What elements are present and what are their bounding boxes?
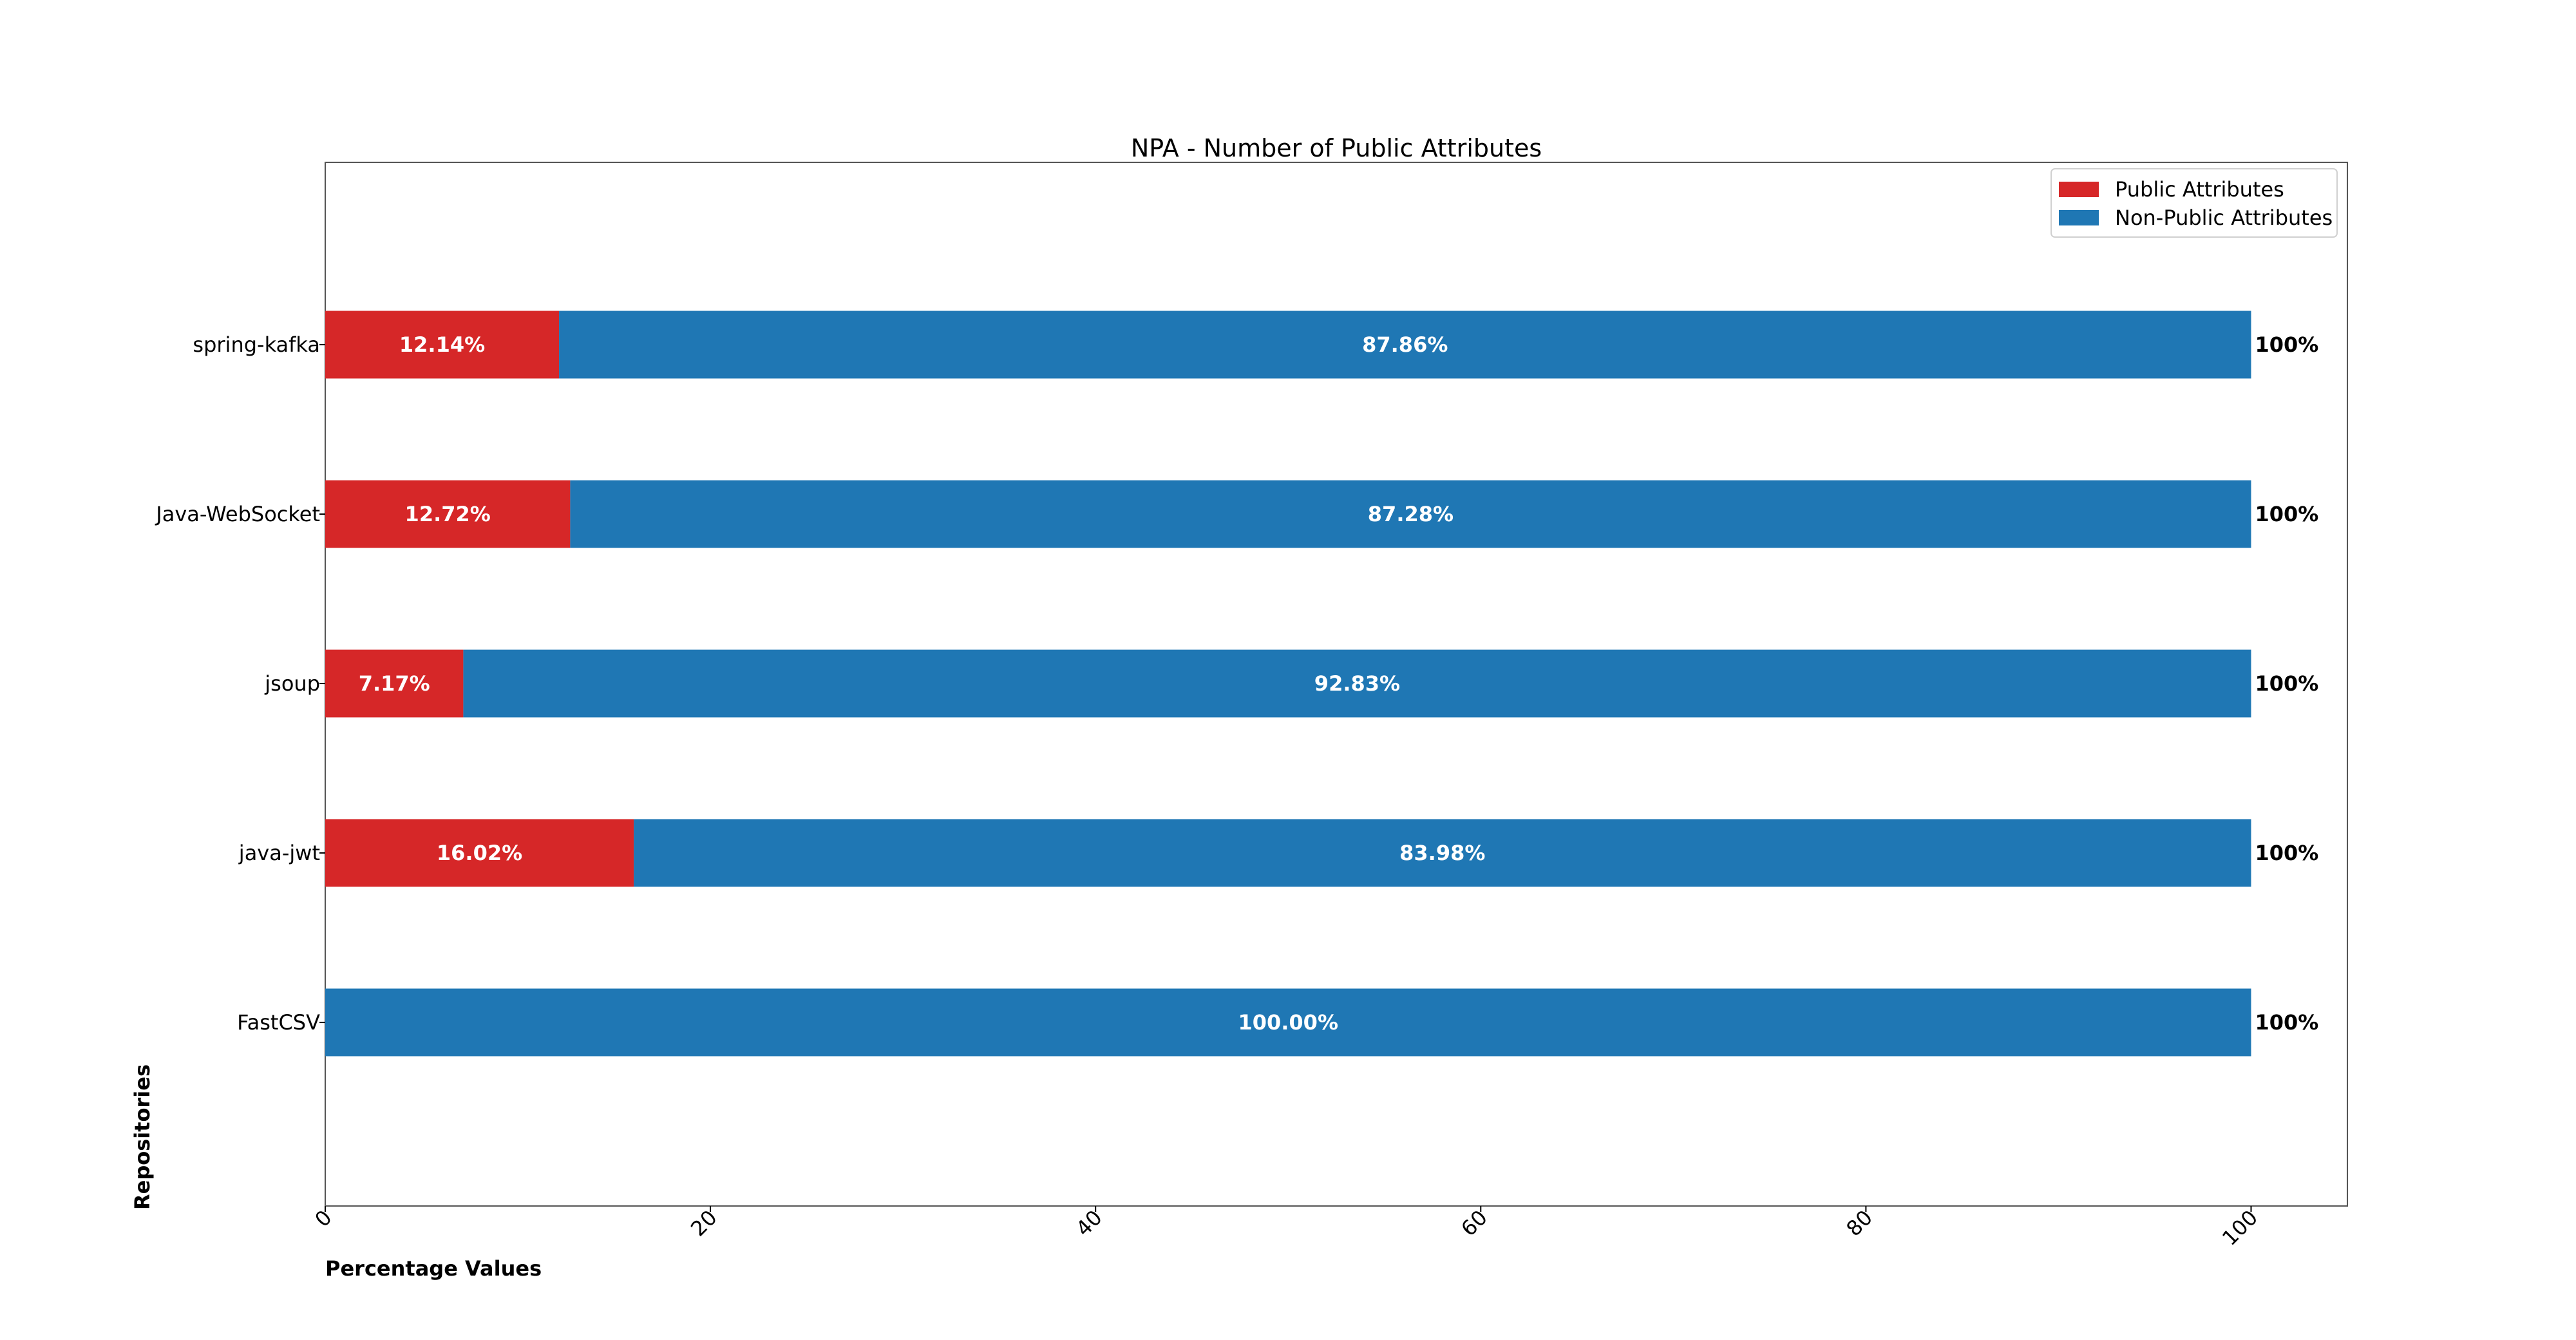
x-tick-label-40: 40 — [1071, 1205, 1107, 1241]
bar-non-public-attributes-java-jwt — [634, 819, 2251, 887]
y-tick-label-fastcsv: FastCSV — [237, 1010, 320, 1035]
legend-swatch-public-attributes — [2059, 182, 2099, 197]
bar-label-non-public-attributes-java-jwt: 83.98% — [1399, 841, 1485, 865]
legend-label-public-attributes: Public Attributes — [2115, 177, 2284, 202]
total-label-fastcsv: 100% — [2255, 1010, 2318, 1035]
x-tick-label-100: 100 — [2217, 1205, 2262, 1250]
x-tick-label-60: 60 — [1456, 1205, 1492, 1241]
bar-non-public-attributes-jsoup — [463, 649, 2251, 718]
bar-label-non-public-attributes-fastcsv: 100.00% — [1238, 1010, 1338, 1035]
y-tick-label-jsoup: jsoup — [264, 671, 320, 696]
total-label-java-websocket: 100% — [2255, 502, 2318, 526]
total-label-jsoup: 100% — [2255, 671, 2318, 696]
legend-swatch-non-public-attributes — [2059, 210, 2099, 225]
bar-public-attributes-spring-kafka — [325, 311, 560, 379]
bars-layer: 12.14% 87.86% 100% 12.72% 87.28% 100% 7.17% 92.… — [325, 311, 2318, 1057]
y-tick-label-java-jwt: java-jwt — [238, 841, 320, 865]
bar-public-attributes-java-jwt — [325, 819, 634, 887]
y-axis: spring-kafka Java-WebSocket jsoup java-jwt F… — [155, 332, 325, 1035]
bar-public-attributes-java-websocket — [325, 480, 571, 548]
bar-label-non-public-attributes-java-websocket: 87.28% — [1368, 502, 1454, 526]
total-label-java-jwt: 100% — [2255, 841, 2318, 865]
x-tick-label-0: 0 — [310, 1205, 336, 1232]
legend-frame — [2050, 168, 2338, 238]
y-tick-label-java-websocket: Java-WebSocket — [155, 502, 320, 526]
bar-label-public-attributes-spring-kafka: 12.14% — [399, 332, 485, 357]
chart-title: NPA - Number of Public Attributes — [1131, 134, 1542, 162]
x-axis: 0 20 40 60 80 100 — [310, 1205, 2262, 1250]
x-axis-title: Percentage Values — [325, 1256, 542, 1281]
bar-public-attributes-jsoup — [325, 649, 464, 718]
total-label-spring-kafka: 100% — [2255, 332, 2318, 357]
legend: Public Attributes Non-Public Attributes — [2050, 168, 2338, 238]
x-tick-label-20: 20 — [686, 1205, 722, 1241]
y-tick-label-spring-kafka: spring-kafka — [193, 332, 320, 357]
x-tick-label-80: 80 — [1841, 1205, 1877, 1241]
bar-label-public-attributes-java-websocket: 12.72% — [405, 502, 491, 526]
y-axis-title: Repositories — [130, 1064, 155, 1210]
bar-non-public-attributes-fastcsv — [325, 988, 2251, 1057]
bar-label-public-attributes-java-jwt: 16.02% — [437, 841, 522, 865]
bar-label-non-public-attributes-spring-kafka: 87.86% — [1362, 332, 1448, 357]
legend-label-non-public-attributes: Non-Public Attributes — [2115, 206, 2333, 230]
bar-label-non-public-attributes-jsoup: 92.83% — [1314, 671, 1400, 696]
bar-label-public-attributes-jsoup: 7.17% — [359, 671, 430, 696]
bar-non-public-attributes-spring-kafka — [559, 311, 2251, 379]
bar-non-public-attributes-java-websocket — [570, 480, 2251, 548]
